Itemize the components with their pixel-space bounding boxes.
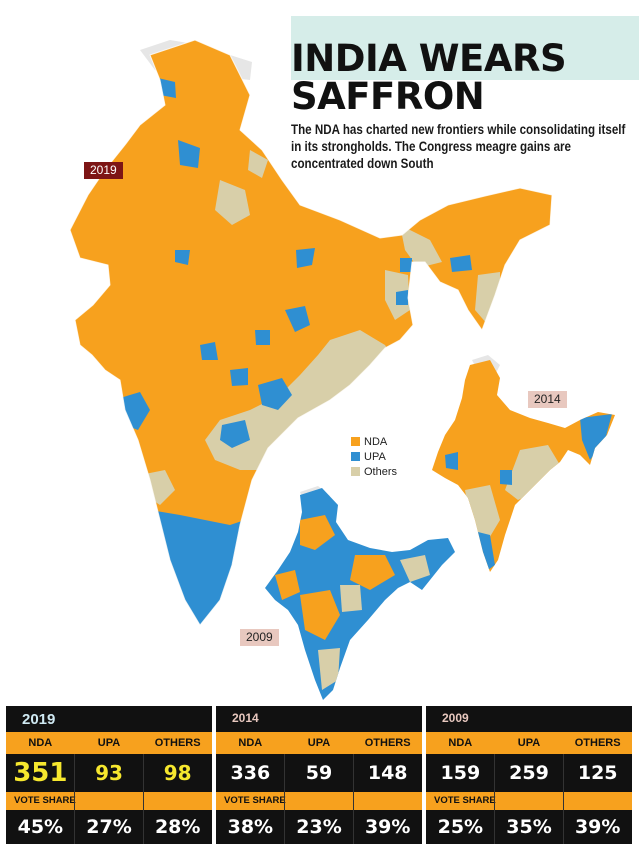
map-year-tag-2009: 2009 [240, 629, 279, 646]
map-2014 [432, 355, 615, 572]
legend-swatch-upa [351, 452, 360, 461]
seats-row: 159 259 125 [426, 754, 632, 792]
header-upa: UPA [307, 737, 331, 749]
vote-share-row: 38% 23% 39% [216, 810, 422, 844]
divider [494, 754, 495, 844]
vote-share-label-row: VOTE SHARE [216, 792, 422, 810]
legend-label: NDA [364, 435, 388, 448]
divider [74, 754, 75, 844]
header-nda: NDA [448, 737, 473, 749]
seats-nda: 159 [440, 762, 481, 784]
panel-year-2009: 2009 [426, 710, 516, 729]
panel-year-2019: 2019 [6, 710, 96, 729]
legend-label: Others [364, 465, 398, 478]
header-nda: NDA [28, 737, 53, 749]
seats-others: 98 [163, 761, 192, 785]
header-upa: UPA [97, 737, 121, 749]
divider [353, 754, 354, 844]
page-subtitle: The NDA has charted new frontiers while … [291, 122, 626, 171]
divider [143, 754, 144, 844]
results-panel-2009: 2009 NDA UPA OTHERS 159 259 125 VOTE SHA… [426, 706, 632, 844]
seats-upa: 59 [305, 762, 333, 784]
vote-share-row: 25% 35% 39% [426, 810, 632, 844]
divider [284, 754, 285, 844]
seats-others: 148 [367, 762, 408, 784]
header-upa: UPA [517, 737, 541, 749]
vote-share-others: 39% [574, 816, 621, 838]
vote-share-nda: 38% [227, 816, 274, 838]
seats-row: 336 59 148 [216, 754, 422, 792]
header-others: OTHERS [154, 737, 201, 749]
header-others: OTHERS [364, 737, 411, 749]
seats-upa: 93 [95, 761, 123, 785]
seats-row: 351 93 98 [6, 754, 212, 792]
legend-item-nda: NDA [351, 434, 397, 449]
vote-share-label-row: VOTE SHARE [426, 792, 632, 810]
party-header-row: NDA UPA OTHERS [426, 732, 632, 754]
header-others: OTHERS [574, 737, 621, 749]
vote-share-upa: 27% [86, 816, 132, 838]
divider [563, 754, 564, 844]
panel-year-2014: 2014 [216, 710, 306, 729]
seats-others: 125 [577, 762, 618, 784]
vote-share-nda: 45% [17, 816, 64, 838]
page-title: INDIA WEARS SAFFRON [291, 37, 567, 118]
vote-share-row: 45% 27% 28% [6, 810, 212, 844]
vote-share-upa: 35% [506, 816, 552, 838]
legend-item-others: Others [351, 464, 397, 479]
legend-swatch-nda [351, 437, 360, 446]
vote-share-upa: 23% [296, 816, 342, 838]
results-panel-2019: 2019 NDA UPA OTHERS 351 93 98 VOTE SHARE… [6, 706, 212, 844]
party-header-row: NDA UPA OTHERS [216, 732, 422, 754]
map-year-tag-2019: 2019 [84, 162, 123, 179]
legend-label: UPA [364, 450, 386, 463]
seats-upa: 259 [509, 762, 549, 784]
seats-nda: 336 [230, 762, 271, 784]
map-legend: NDA UPA Others [351, 434, 397, 479]
party-header-row: NDA UPA OTHERS [6, 732, 212, 754]
header-nda: NDA [238, 737, 263, 749]
results-panel-2014: 2014 NDA UPA OTHERS 336 59 148 VOTE SHAR… [216, 706, 422, 844]
vote-share-label-row: VOTE SHARE [6, 792, 212, 810]
title-background [291, 16, 639, 80]
seats-nda: 351 [13, 758, 68, 788]
map-year-tag-2014: 2014 [528, 391, 567, 408]
vote-share-others: 39% [364, 816, 411, 838]
vote-share-nda: 25% [437, 816, 484, 838]
legend-item-upa: UPA [351, 449, 397, 464]
map-2009 [265, 486, 455, 700]
vote-share-others: 28% [154, 816, 201, 838]
legend-swatch-others [351, 467, 360, 476]
